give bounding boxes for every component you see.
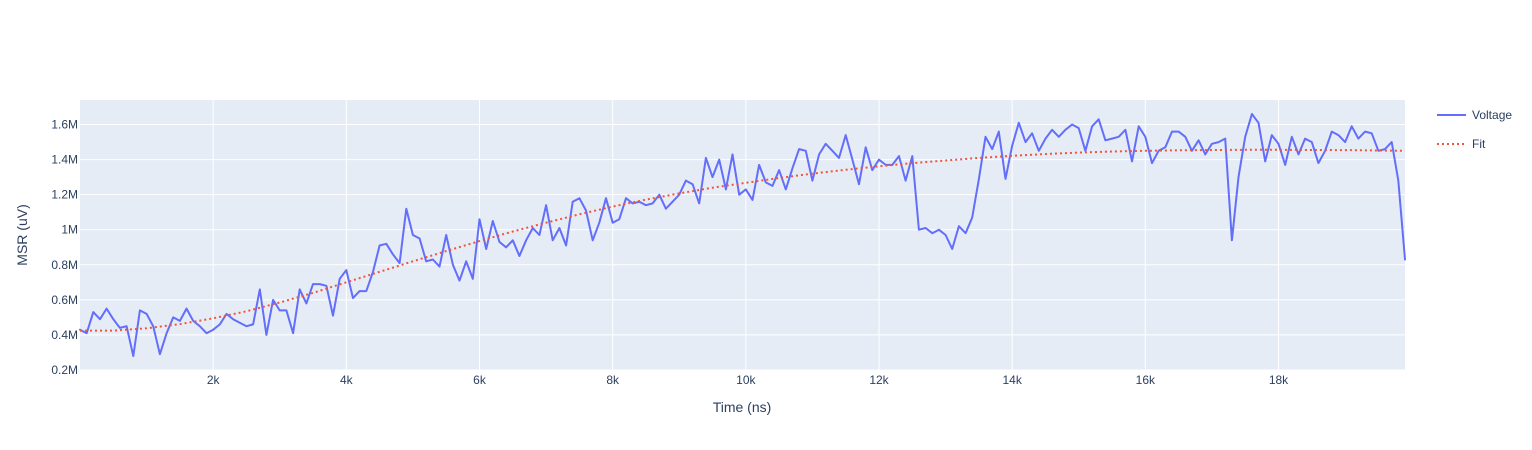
x-axis-ticks: 2k 4k 6k 8k 10k 12k 14k 16k 18k [207, 373, 1289, 387]
legend-label-voltage: Voltage [1472, 108, 1512, 122]
y-tick-label: 0.8M [51, 258, 78, 272]
y-tick-label: 1.2M [51, 188, 78, 202]
x-tick-label: 12k [869, 373, 889, 387]
series-line-fit [80, 148, 1406, 332]
x-tick-label: 18k [1269, 373, 1289, 387]
x-tick-label: 2k [207, 373, 221, 387]
y-tick-label: 0.6M [51, 293, 78, 307]
legend: Voltage Fit [1437, 108, 1512, 151]
grid-lines [80, 100, 1405, 371]
y-axis-title: MSR (uV) [14, 204, 30, 265]
x-tick-label: 8k [606, 373, 620, 387]
y-tick-label: 0.4M [51, 328, 78, 342]
y-tick-label: 1.6M [51, 118, 78, 132]
y-axis-ticks: 0.2M 0.4M 0.6M 0.8M 1M 1.2M 1.4M 1.6M [51, 118, 78, 377]
y-tick-label: 0.2M [51, 363, 78, 377]
series-lines [79, 113, 1406, 357]
y-tick-label: 1M [61, 223, 78, 237]
x-tick-label: 14k [1002, 373, 1022, 387]
x-tick-label: 4k [340, 373, 354, 387]
x-axis-title: Time (ns) [713, 399, 772, 415]
plot-area-background [80, 100, 1405, 370]
y-tick-label: 1.4M [51, 153, 78, 167]
x-tick-label: 10k [736, 373, 756, 387]
legend-label-fit: Fit [1472, 137, 1486, 151]
x-tick-label: 6k [473, 373, 487, 387]
x-tick-label: 16k [1136, 373, 1156, 387]
series-line-voltage [79, 113, 1406, 357]
